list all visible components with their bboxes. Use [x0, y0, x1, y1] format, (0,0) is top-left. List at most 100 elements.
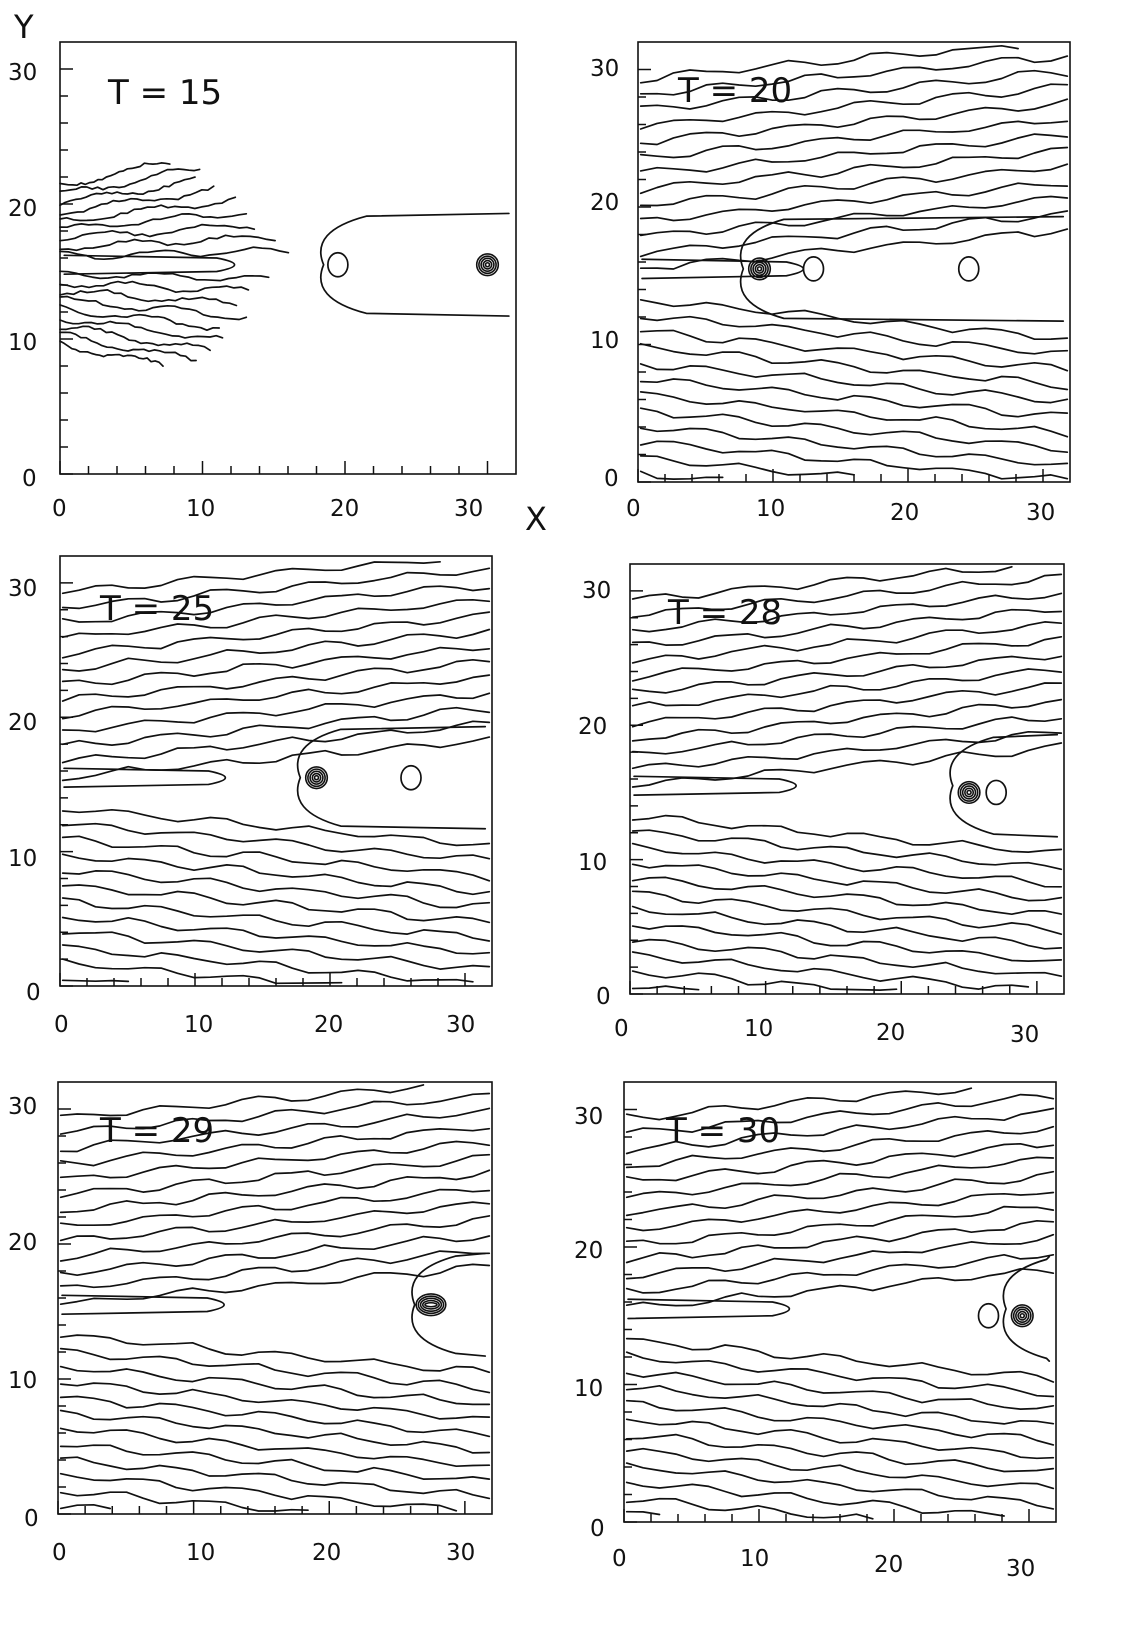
panel-time-label: T = 20: [677, 71, 792, 111]
vortex-core-ring: [311, 772, 322, 783]
panel-time-label: T = 15: [107, 73, 222, 113]
contour-line: [59, 331, 197, 362]
y-tick-label: 20: [590, 190, 619, 216]
x-tick-label: 20: [874, 1552, 903, 1578]
y-tick-label: 20: [574, 1238, 603, 1264]
closed-contour-loop: [327, 251, 349, 278]
y-tick-label: 0: [24, 1506, 39, 1532]
contour-lines: [625, 1087, 1055, 1520]
contour-line: [625, 1418, 1055, 1460]
contour-line: [61, 979, 130, 983]
contour-line: [59, 246, 290, 261]
contour-line: [625, 1156, 1055, 1199]
vortex-core-ring: [415, 1293, 447, 1317]
contour-line: [631, 970, 898, 991]
y-tick-label: 20: [578, 714, 607, 740]
vortex-core-ring: [966, 789, 972, 796]
x-tick-label: 0: [54, 1012, 69, 1038]
y-tick-label: 10: [8, 330, 37, 356]
contour-line: [631, 573, 1063, 619]
contour-line: [631, 565, 1013, 600]
contour-line: [61, 706, 491, 746]
contour-line: [639, 163, 1069, 207]
contour-line: [59, 196, 237, 222]
contour-line: [631, 655, 1063, 694]
closed-contour-loop: [400, 764, 422, 791]
contour-line: [59, 1427, 491, 1468]
contour-line: [625, 1087, 973, 1121]
contour-line: [59, 1395, 491, 1438]
panel-t15: T = 15 0 10 20 30 0 10 20 30: [8, 41, 517, 522]
x-tick-label: 0: [52, 1540, 67, 1566]
x-tick-label: 30: [446, 1012, 475, 1038]
y-axis-ticks: [60, 68, 73, 475]
contour-line: [59, 162, 171, 187]
contour-line: [1002, 1255, 1051, 1362]
y-tick-label: 20: [8, 1230, 37, 1256]
x-tick-label: 30: [1010, 1022, 1039, 1048]
contour-line: [631, 592, 1063, 633]
panel-t30: T = 30 0 10 20 30 0 10 20 30: [574, 1081, 1057, 1582]
contour-line: [61, 944, 474, 983]
contour-line: [639, 440, 1069, 480]
contour-line: [949, 733, 1059, 838]
vortex-core-ring: [1012, 1306, 1032, 1326]
vortex-core-ring: [480, 257, 495, 272]
contour-line: [631, 829, 1063, 871]
contour-line: [625, 1205, 1055, 1245]
contour-line: [639, 363, 1069, 404]
contour-line: [59, 1127, 491, 1167]
x-axis-ticks: [59, 461, 489, 474]
contour-line: [59, 325, 211, 352]
vortex-core-ring: [957, 780, 981, 805]
vortex-core-ring: [421, 1299, 440, 1310]
contour-line: [625, 1170, 1055, 1217]
x-axis-ticks: [59, 973, 466, 986]
contour-line: [639, 210, 1069, 258]
contour-line: [639, 133, 1069, 173]
contour-line: [59, 212, 248, 229]
x-tick-label: 0: [612, 1546, 627, 1572]
x-tick-label: 0: [52, 496, 67, 522]
y-tick-label: 0: [596, 984, 611, 1010]
contour-line: [631, 716, 1063, 755]
contour-line: [59, 185, 215, 216]
contour-line: [61, 884, 491, 924]
vortex-core-ring: [417, 1295, 445, 1315]
contour-line: [296, 725, 487, 830]
contour-line: [59, 1188, 491, 1227]
vortex-core-ring: [475, 253, 500, 277]
contour-line: [631, 985, 700, 991]
y-axis-ticks: [624, 1108, 637, 1523]
contour-line: [631, 668, 1063, 707]
contour-line: [61, 567, 491, 610]
contour-line: [631, 635, 1063, 682]
contour-line: [61, 646, 491, 686]
contour-line: [639, 427, 1069, 466]
contour-line: [59, 1250, 491, 1289]
contour-line: [639, 315, 1069, 355]
closed-contour-loop: [802, 256, 825, 282]
contour-line: [61, 692, 491, 733]
contour-line: [61, 853, 491, 896]
x-tick-label: 10: [756, 496, 785, 522]
contour-line: [59, 280, 250, 294]
contour-line: [625, 1233, 1055, 1280]
panel-frame: [637, 41, 1071, 483]
contour-line: [59, 234, 276, 252]
contour-line: [61, 736, 491, 782]
contour-line: [625, 1093, 1055, 1133]
contour-line: [631, 682, 1063, 728]
contour-line: [61, 835, 491, 882]
contour-line: [639, 329, 1069, 372]
contour-line: [625, 1125, 1055, 1169]
contour-line: [59, 295, 248, 321]
contour-line: [631, 608, 1063, 646]
y-axis-ticks: [638, 68, 651, 483]
contour-line: [59, 1169, 491, 1214]
contour-line: [639, 228, 1069, 270]
contour-line: [625, 1267, 1055, 1307]
contour-line: [627, 1298, 791, 1320]
contour-line: [61, 808, 491, 847]
contour-line: [61, 628, 491, 672]
